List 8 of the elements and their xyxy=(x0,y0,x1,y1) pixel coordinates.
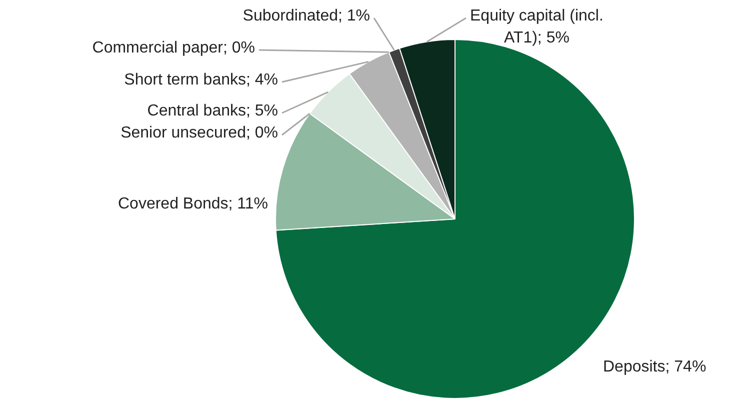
category-label: Commercial paper; 0% xyxy=(92,39,255,56)
slice-label: Equity capital (incl. AT1); 5% xyxy=(470,7,604,46)
slice-label: Central banks; 5% xyxy=(147,102,278,120)
slice-label: Subordinated; 1% xyxy=(242,7,370,24)
legend-label: Senior unsecured; 0% xyxy=(120,124,278,142)
slice-label: Short term banks; 4% xyxy=(124,71,278,88)
slice-label: Covered Bonds; 11% xyxy=(118,195,268,212)
slice-label: Deposits; 74% xyxy=(603,358,706,376)
